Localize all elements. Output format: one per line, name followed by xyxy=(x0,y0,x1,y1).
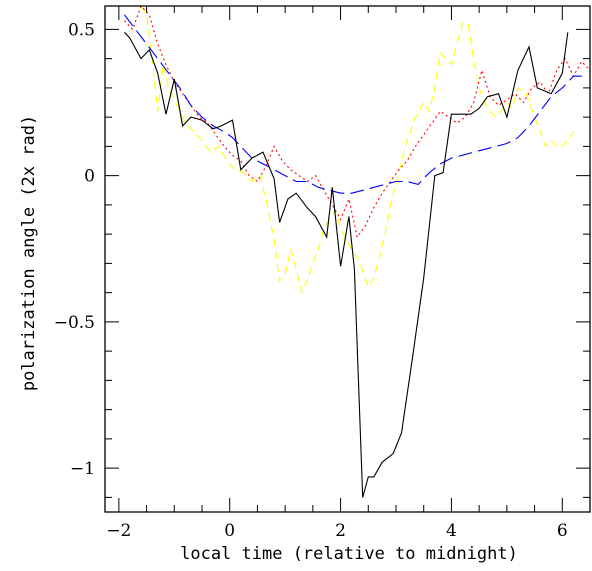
x-tick-label: 4 xyxy=(446,521,457,541)
y-tick-label: −1 xyxy=(70,459,95,479)
tick-labels: −2 0 2 4 6 −1 −0.5 0 0.5 xyxy=(54,20,568,541)
plot-frame xyxy=(105,6,590,512)
x-axis-label: local time (relative to midnight) xyxy=(180,544,518,564)
y-tick-label: 0 xyxy=(84,167,95,187)
x-tick-label: 2 xyxy=(335,521,346,541)
x-tick-label: 0 xyxy=(224,521,235,541)
series-line-1 xyxy=(124,32,567,497)
y-tick-label: −0.5 xyxy=(54,313,95,333)
series-line-4 xyxy=(141,6,573,293)
x-tick-label: −2 xyxy=(106,521,131,541)
series-lines xyxy=(124,6,590,497)
y-axis-label: polarization angle (2x rad) xyxy=(19,115,39,391)
x-tick-label: 6 xyxy=(557,521,568,541)
series-line-2 xyxy=(124,15,584,193)
y-tick-label: 0.5 xyxy=(68,20,95,40)
tick-marks xyxy=(105,6,590,512)
series-line-3 xyxy=(124,6,590,237)
